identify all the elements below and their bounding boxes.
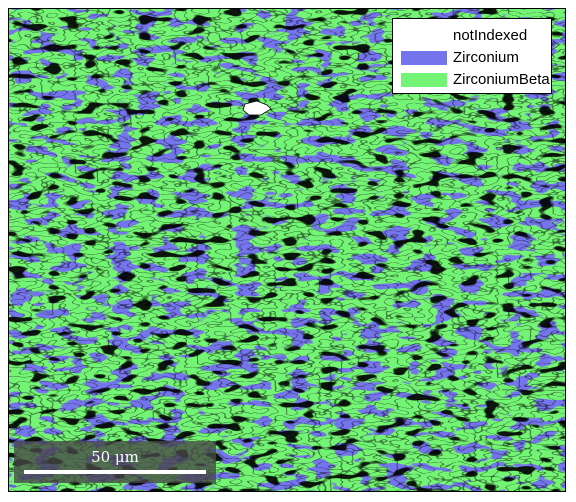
legend-item-zirconium: Zirconium bbox=[401, 47, 551, 69]
scale-bar-line bbox=[24, 470, 206, 474]
scale-bar: 50 μm bbox=[14, 441, 216, 483]
scale-bar-label: 50 μm bbox=[14, 448, 216, 466]
legend-swatch bbox=[401, 73, 447, 87]
legend-label: notIndexed bbox=[453, 27, 527, 44]
legend-item-notindexed: notIndexed bbox=[401, 25, 551, 47]
legend-swatch bbox=[401, 51, 447, 65]
legend-item-zirconium-beta: ZirconiumBeta bbox=[401, 69, 551, 91]
legend-label: Zirconium bbox=[453, 49, 519, 66]
legend-swatch bbox=[401, 29, 447, 43]
legend-label: ZirconiumBeta bbox=[453, 71, 550, 88]
legend: notIndexed Zirconium ZirconiumBeta bbox=[392, 18, 552, 94]
